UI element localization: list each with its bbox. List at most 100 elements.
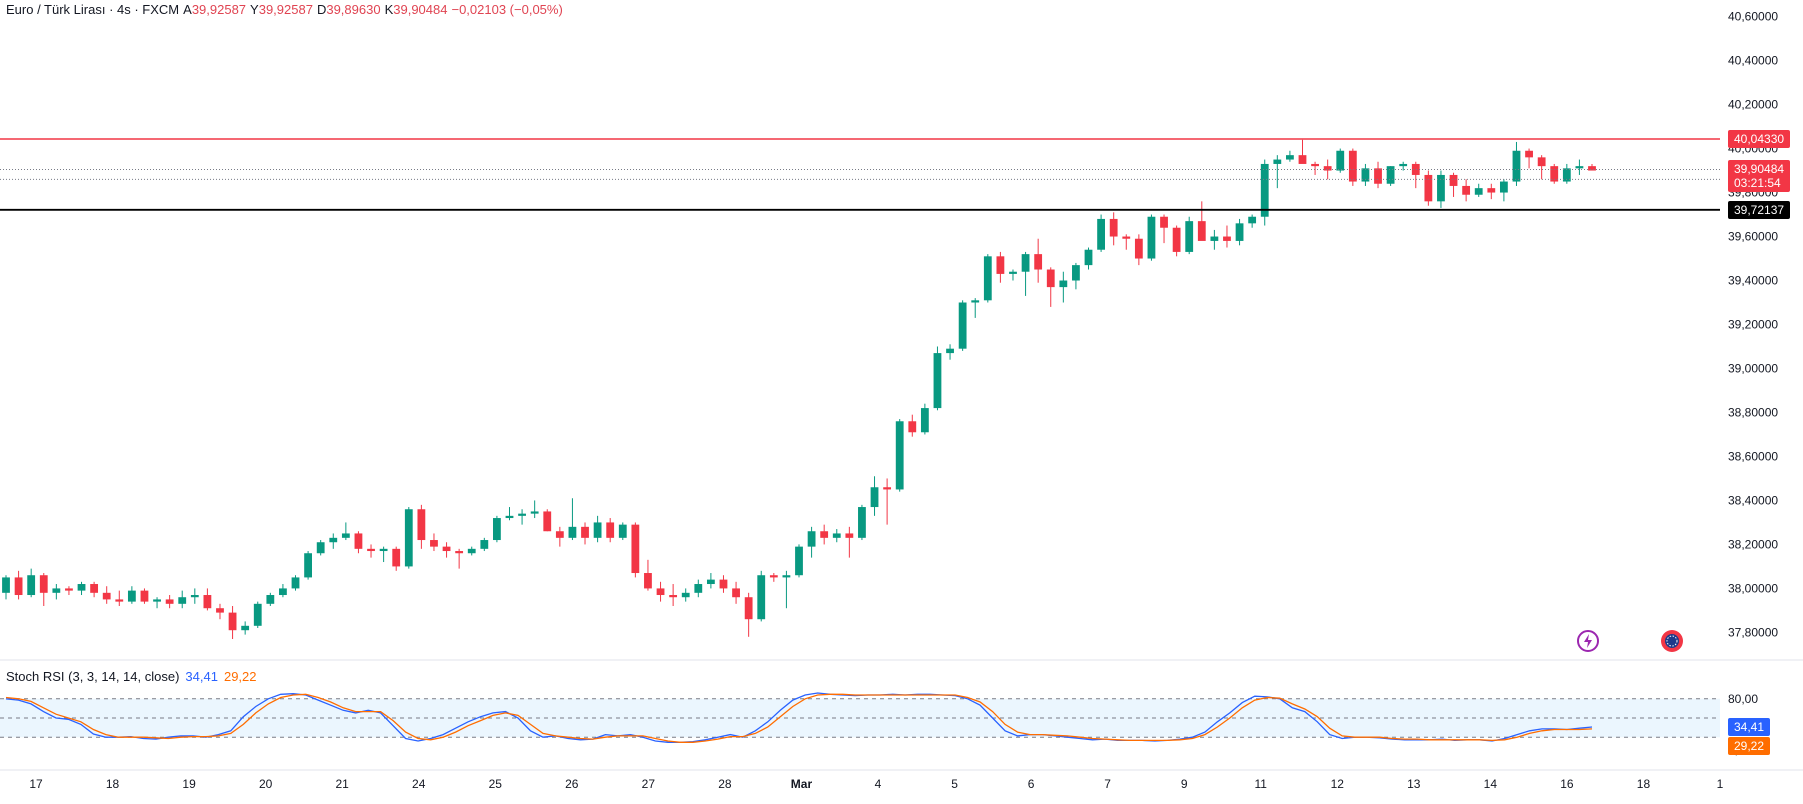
candle-down: [216, 608, 224, 613]
resistance-price-label: 40,04330: [1728, 130, 1791, 149]
open-label: A: [183, 1, 192, 17]
candle-down: [1122, 236, 1131, 239]
candle-up: [933, 353, 942, 409]
candle-up: [530, 511, 539, 514]
stoch-k-value: 34,41: [185, 669, 218, 684]
candle-up: [2, 577, 10, 593]
candle-up: [1273, 159, 1282, 164]
support-price-label: 39,72137: [1728, 200, 1791, 219]
candle-down: [996, 256, 1005, 274]
globe-icon[interactable]: [1661, 630, 1683, 652]
globe-icon-glyph: [1665, 634, 1679, 648]
candle-up: [1437, 174, 1445, 202]
candle-down: [1160, 216, 1168, 228]
candle-up: [1147, 216, 1156, 259]
time-tick-label: 5: [951, 777, 958, 791]
time-tick-label: 11: [1254, 777, 1267, 791]
candle-up: [1009, 271, 1017, 274]
candle-up: [153, 599, 161, 602]
candle-down: [1462, 185, 1471, 195]
candle-up: [1361, 168, 1370, 182]
time-tick-label: 4: [875, 777, 882, 791]
price-tick-label: 38,20000: [1728, 537, 1778, 551]
stoch-d-value: 29,22: [223, 669, 257, 684]
candle-up: [618, 524, 627, 538]
candle-up: [27, 575, 36, 596]
time-tick-label: 27: [642, 777, 656, 791]
current-price-label: 39,90484 03:21:54: [1728, 160, 1791, 193]
open-value: 39,92587: [191, 1, 247, 17]
candle-down: [228, 612, 237, 631]
candle-down: [203, 595, 212, 609]
candle-up: [1499, 181, 1508, 193]
candle-up: [568, 526, 577, 538]
stoch-rsi-title[interactable]: Stoch RSI (3, 3, 14, 14, close): [6, 669, 180, 684]
candle-down: [102, 592, 111, 600]
time-tick-label: 19: [182, 777, 196, 791]
candle-up: [1084, 249, 1093, 266]
candle-up: [480, 540, 489, 549]
candle-down: [719, 579, 728, 589]
candle-up: [266, 595, 275, 604]
price-tick-label: 39,40000: [1728, 274, 1778, 288]
candle-up: [241, 625, 250, 631]
candle-down: [543, 511, 552, 532]
price-tick-label: 38,40000: [1728, 493, 1778, 507]
candle-down: [115, 599, 124, 602]
price-axis-bg[interactable]: [1720, 0, 1803, 799]
candle-down: [581, 526, 589, 538]
time-tick-label: 28: [718, 777, 732, 791]
candle-down: [1537, 157, 1546, 167]
candle-down: [90, 584, 99, 593]
time-tick-label: 13: [1407, 777, 1421, 791]
candle-up: [694, 584, 703, 593]
time-tick-label: 26: [565, 777, 579, 791]
current-price-value: 39,90484: [1734, 162, 1785, 177]
time-tick-label: 1: [1717, 777, 1724, 791]
candle-down: [769, 575, 778, 578]
candle-down: [417, 509, 426, 541]
candle-down: [606, 522, 615, 538]
candle-up: [190, 595, 199, 598]
stoch-rsi-header: Stoch RSI (3, 3, 14, 14, close) 34,41 29…: [6, 669, 257, 684]
candle-down: [1525, 150, 1533, 158]
candle-up: [1021, 254, 1030, 272]
candle-up: [1260, 163, 1269, 217]
candle-down: [1109, 218, 1118, 237]
high-label: Y: [250, 1, 259, 17]
price-tick-label: 38,00000: [1728, 581, 1778, 595]
time-tick-label: 24: [412, 777, 426, 791]
candle-down: [1298, 155, 1307, 164]
candle-down: [555, 531, 564, 538]
candle-down: [1046, 269, 1055, 288]
candle-up: [1575, 166, 1584, 169]
high-value: 39,92587: [258, 1, 313, 17]
time-tick-label: Mar: [791, 777, 813, 791]
candle-up: [1512, 150, 1521, 182]
flash-icon[interactable]: [1577, 630, 1599, 652]
candle-down: [367, 548, 375, 552]
price-tick-label: 39,60000: [1728, 230, 1778, 244]
time-tick-label: 18: [1637, 777, 1651, 791]
candle-up: [832, 533, 841, 538]
candle-up: [1474, 188, 1483, 195]
candle-up: [505, 515, 514, 519]
candle-up: [1399, 163, 1408, 167]
candle-up: [1235, 223, 1244, 241]
stoch-d-axis-label: 29,22: [1728, 736, 1771, 755]
close-value: 39,90484: [393, 1, 448, 17]
candle-up: [971, 300, 980, 303]
candle-down: [845, 533, 854, 538]
candle-down: [1134, 238, 1143, 259]
price-tick-label: 38,60000: [1728, 449, 1778, 463]
candle-up: [782, 575, 791, 578]
symbol-title[interactable]: Euro / Türk Lirası · 4s · FXCM: [6, 1, 180, 17]
candle-up: [1185, 221, 1194, 252]
time-tick-label: 16: [1560, 777, 1574, 791]
candle-down: [442, 546, 451, 552]
candle-up: [593, 522, 602, 538]
candle-down: [1424, 174, 1433, 202]
candle-down: [1034, 254, 1043, 270]
